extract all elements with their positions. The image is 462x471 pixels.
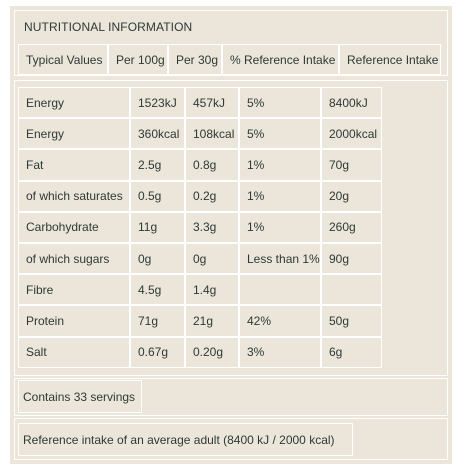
- header-cell: Per 100g: [108, 44, 168, 75]
- nutrient-name: of which sugars: [18, 243, 130, 275]
- nutrient-name: Energy: [18, 87, 130, 119]
- nutrient-value: 457kJ: [185, 87, 239, 119]
- nutrient-name: Carbohydrate: [18, 211, 130, 243]
- nutrient-value: 6g: [321, 336, 382, 368]
- nutrient-value: 71g: [130, 305, 185, 337]
- nutrient-value: 42%: [239, 305, 321, 337]
- nutrient-value: 1%: [239, 149, 321, 181]
- header-cell: Typical Values: [18, 44, 108, 75]
- header-cell: % Reference Intake: [222, 44, 339, 75]
- nutrient-value: 5%: [239, 118, 321, 150]
- nutrient-value: 0.8g: [185, 149, 239, 181]
- nutrient-value: 8400kJ: [321, 87, 382, 119]
- nutrient-value: 5%: [239, 87, 321, 119]
- servings-text: Contains 33 servings: [18, 380, 142, 413]
- nutrient-name: Fat: [18, 149, 130, 181]
- nutrient-value: 90g: [321, 243, 382, 275]
- header-cell: Per 30g: [168, 44, 222, 75]
- panel-title: NUTRITIONAL INFORMATION: [24, 20, 193, 34]
- nutrient-value: 11g: [130, 211, 185, 243]
- nutrient-value: 1.4g: [185, 274, 239, 306]
- reference-note: Reference intake of an average adult (84…: [18, 423, 353, 456]
- nutrient-value: [239, 274, 321, 306]
- nutrient-value: 4.5g: [130, 274, 185, 306]
- nutrient-value: 0g: [130, 243, 185, 275]
- nutrient-value: 2000kcal: [321, 118, 382, 150]
- nutrient-value: Less than 1%: [239, 243, 321, 275]
- nutrient-value: [321, 274, 382, 306]
- nutrient-name: of which saturates: [18, 180, 130, 212]
- nutrient-value: 21g: [185, 305, 239, 337]
- nutrient-value: 0.5g: [130, 180, 185, 212]
- servings-box: [14, 378, 448, 416]
- header-cell: Reference Intake: [339, 44, 441, 75]
- nutrient-name: Salt: [18, 336, 130, 368]
- nutrient-value: 50g: [321, 305, 382, 337]
- nutrient-value: 260g: [321, 211, 382, 243]
- nutrient-value: 1523kJ: [130, 87, 185, 119]
- nutrient-name: Fibre: [18, 274, 130, 306]
- nutrient-value: 0.67g: [130, 336, 185, 368]
- nutrient-value: 3.3g: [185, 211, 239, 243]
- nutrient-value: 360kcal: [130, 118, 185, 150]
- reference-box: [14, 418, 448, 460]
- nutrient-value: 0.20g: [185, 336, 239, 368]
- nutrient-name: Energy: [18, 118, 130, 150]
- nutrient-value: 20g: [321, 180, 382, 212]
- table-box: [14, 80, 448, 376]
- nutrient-value: 0.2g: [185, 180, 239, 212]
- nutrition-panel: NUTRITIONAL INFORMATION Typical Values Pe…: [10, 6, 452, 464]
- nutrient-value: 70g: [321, 149, 382, 181]
- nutrient-value: 0g: [185, 243, 239, 275]
- nutrient-value: 1%: [239, 211, 321, 243]
- nutrient-value: 108kcal: [185, 118, 239, 150]
- nutrient-name: Protein: [18, 305, 130, 337]
- title-box: [14, 10, 448, 76]
- nutrient-value: 3%: [239, 336, 321, 368]
- nutrient-value: 2.5g: [130, 149, 185, 181]
- nutrient-value: 1%: [239, 180, 321, 212]
